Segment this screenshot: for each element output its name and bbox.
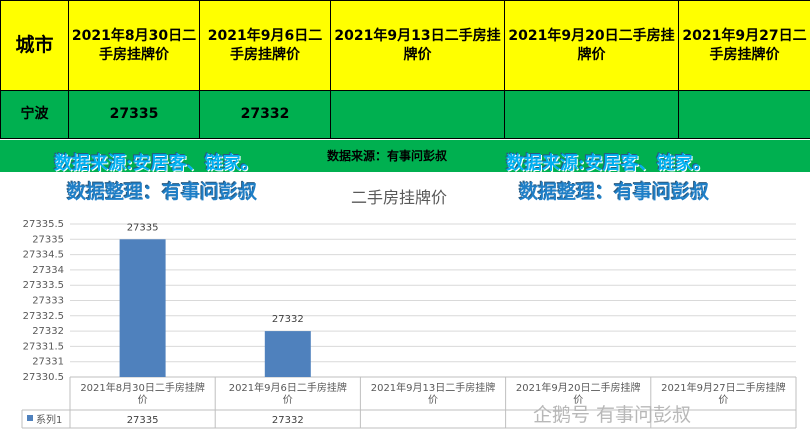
y-tick-label: 27332.5 <box>23 311 64 322</box>
y-tick-label: 27333 <box>32 296 64 307</box>
y-tick-label: 27333.5 <box>23 280 64 291</box>
table-row: 宁波 27335 27332 <box>0 90 810 139</box>
cell-price-3 <box>330 90 505 139</box>
cell-city: 宁波 <box>0 90 69 139</box>
header-date-3: 2021年9月13日二手房挂牌价 <box>330 0 505 91</box>
data-table-value: 27332 <box>272 415 304 426</box>
y-tick-label: 27334 <box>32 265 64 276</box>
y-tick-label: 27331.5 <box>23 341 64 352</box>
header-date-2: 2021年9月6日二手房挂牌价 <box>199 0 331 91</box>
bar <box>119 239 166 377</box>
y-tick-label: 27330.5 <box>23 372 64 383</box>
data-label: 27332 <box>272 314 304 325</box>
x-tick-label: 2021年9月20日二手房挂牌价 <box>516 381 641 406</box>
watermark-source-right: 数据来源:安居客、链家。 <box>506 153 711 174</box>
legend-label: 系列1 <box>36 413 62 426</box>
cell-price-4 <box>504 90 679 139</box>
legend-swatch <box>27 415 33 421</box>
bar <box>264 331 311 377</box>
data-label: 27335 <box>127 222 159 233</box>
y-tick-label: 27335.5 <box>23 219 64 230</box>
watermark-source-left: 数据来源:安居客、链家。 <box>54 153 259 174</box>
x-tick-label: 2021年8月30日二手房挂牌价 <box>80 381 205 406</box>
y-tick-label: 27334.5 <box>23 250 64 261</box>
x-tick-label: 2021年9月27日二手房挂牌价 <box>661 381 786 406</box>
price-table: 城市 2021年8月30日二手房挂牌价 2021年9月6日二手房挂牌价 2021… <box>0 0 810 139</box>
y-tick-label: 27335 <box>32 234 64 245</box>
x-tick-label: 2021年9月13日二手房挂牌价 <box>371 381 496 406</box>
chart-title: 二手房挂牌价 <box>351 188 448 207</box>
cell-price-2: 27332 <box>199 90 331 139</box>
y-tick-label: 27332 <box>32 326 64 337</box>
brand-watermark: 企鹅号 有事问彭叔 <box>533 404 692 426</box>
y-tick-label: 27331 <box>32 357 64 368</box>
watermark-organizer-left: 数据整理：有事问彭叔 <box>67 181 258 203</box>
source-label: 数据来源：有事问彭叔 <box>327 149 448 163</box>
table-header-row: 城市 2021年8月30日二手房挂牌价 2021年9月6日二手房挂牌价 2021… <box>0 0 810 91</box>
watermark-organizer-right: 数据整理：有事问彭叔 <box>519 181 710 203</box>
x-tick-label: 2021年9月6日二手房挂牌价 <box>229 381 347 406</box>
data-table-value: 27335 <box>127 415 159 426</box>
green-band <box>0 140 810 172</box>
header-date-5: 2021年9月27日二手房挂牌价 <box>678 0 810 91</box>
cell-price-1: 27335 <box>68 90 200 139</box>
header-city: 城市 <box>0 0 69 91</box>
cell-price-5 <box>678 90 810 139</box>
